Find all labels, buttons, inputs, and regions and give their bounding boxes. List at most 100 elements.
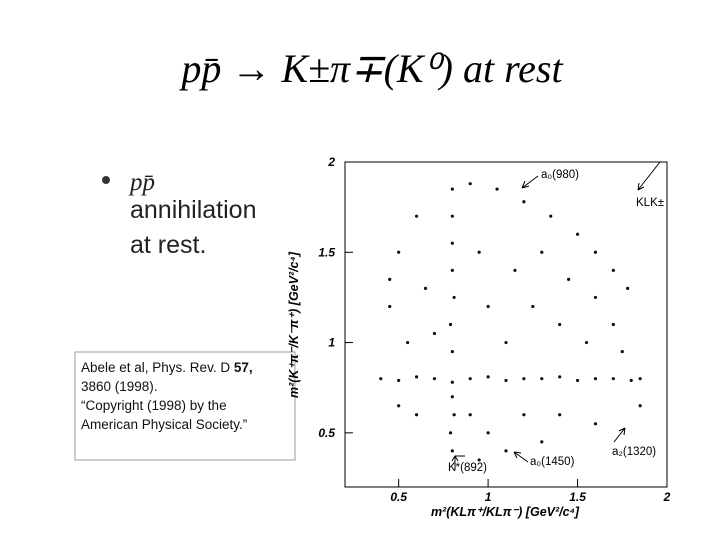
citation-copyright: “Copyright (1998) by the bbox=[81, 398, 227, 413]
point bbox=[584, 340, 589, 345]
point bbox=[468, 182, 472, 186]
point bbox=[522, 377, 526, 381]
citation-box bbox=[74, 351, 296, 461]
bullet-line: at rest. bbox=[130, 231, 206, 259]
point bbox=[414, 214, 419, 218]
bullet-line: annihilation bbox=[130, 196, 257, 224]
point bbox=[558, 413, 562, 417]
point bbox=[432, 377, 437, 381]
annotation: a₀(980) bbox=[541, 169, 579, 181]
point bbox=[638, 377, 642, 381]
annotation-arrow bbox=[521, 175, 539, 189]
point bbox=[450, 449, 454, 453]
point bbox=[468, 377, 472, 381]
point bbox=[540, 377, 544, 381]
point bbox=[388, 277, 392, 281]
x-tick-label: 2 bbox=[663, 490, 671, 504]
point bbox=[448, 431, 453, 435]
point bbox=[388, 304, 392, 309]
point bbox=[629, 378, 633, 383]
point bbox=[611, 322, 615, 327]
point bbox=[611, 268, 615, 272]
point bbox=[504, 340, 508, 345]
point bbox=[593, 422, 598, 426]
point bbox=[593, 377, 598, 381]
point bbox=[450, 214, 454, 218]
y-tick-label: 1.5 bbox=[318, 245, 335, 259]
point bbox=[406, 340, 410, 345]
annotation-arrow bbox=[451, 455, 465, 470]
point bbox=[397, 404, 401, 408]
x-tick-label: 1 bbox=[485, 490, 492, 504]
point bbox=[477, 458, 481, 462]
citation-volume: 57, bbox=[234, 360, 253, 375]
point bbox=[450, 241, 454, 245]
point bbox=[450, 395, 454, 399]
annotation: a₀(1450) bbox=[530, 456, 575, 468]
point bbox=[379, 377, 383, 381]
x-tick-label: 1.5 bbox=[569, 490, 586, 504]
point bbox=[558, 322, 562, 327]
point bbox=[575, 378, 580, 383]
annotation-arrow bbox=[637, 161, 661, 191]
point bbox=[450, 268, 454, 272]
point bbox=[540, 440, 544, 444]
point bbox=[638, 404, 642, 408]
point bbox=[495, 187, 499, 191]
point bbox=[486, 375, 490, 379]
point bbox=[549, 214, 553, 218]
y-tick-label: 0.5 bbox=[318, 426, 335, 440]
y-tick-label: 2 bbox=[327, 155, 335, 169]
annotation: K*(892) bbox=[448, 462, 487, 474]
point bbox=[486, 304, 490, 309]
point bbox=[504, 378, 508, 383]
point bbox=[611, 377, 615, 381]
point bbox=[620, 349, 624, 354]
point bbox=[522, 200, 526, 204]
point bbox=[626, 286, 630, 290]
point bbox=[540, 250, 544, 254]
point bbox=[522, 413, 526, 417]
point bbox=[531, 304, 535, 309]
citation-pages: 3860 (1998). bbox=[81, 379, 158, 394]
slide-title: pp̄ → K±π∓(K⁰) at rest bbox=[178, 46, 563, 91]
point bbox=[593, 250, 598, 254]
annotation-arrow bbox=[613, 427, 626, 443]
y-tick-label: 1 bbox=[328, 336, 335, 350]
point bbox=[558, 375, 562, 379]
y-axis-label: m²(K⁺π⁻/K⁻π⁺) [GeV²/c⁴] bbox=[287, 251, 301, 398]
point bbox=[477, 250, 481, 254]
point bbox=[432, 331, 437, 336]
point bbox=[504, 449, 508, 453]
citation-line: Abele et al, Phys. Rev. D 57, bbox=[81, 360, 253, 375]
point bbox=[448, 322, 453, 327]
point bbox=[468, 413, 472, 417]
annotation-arrow bbox=[513, 451, 529, 463]
bullet-particle: pp̄ bbox=[128, 169, 155, 196]
point bbox=[414, 375, 419, 379]
bullet-dot bbox=[102, 176, 110, 184]
point bbox=[450, 380, 454, 384]
plot: m²(KLπ⁺/KLπ⁻) [GeV²/c⁴] m²(K⁺π⁻/K⁻π⁺) [G… bbox=[287, 155, 671, 519]
point bbox=[397, 250, 401, 254]
point bbox=[486, 431, 490, 435]
point bbox=[414, 413, 419, 417]
point bbox=[452, 413, 456, 417]
citation-copyright: American Physical Society.” bbox=[81, 417, 247, 432]
annotation: KLK± bbox=[636, 197, 664, 209]
point bbox=[452, 295, 456, 300]
citation-authors: Abele et al, Phys. Rev. D bbox=[81, 360, 230, 375]
point bbox=[450, 349, 454, 354]
x-tick-label: 0.5 bbox=[390, 490, 407, 504]
x-axis-label: m²(KLπ⁺/KLπ⁻) [GeV²/c⁴] bbox=[431, 505, 580, 519]
annotation: a₂(1320) bbox=[612, 446, 656, 458]
point bbox=[567, 277, 571, 281]
plot-frame bbox=[344, 161, 668, 488]
point bbox=[593, 295, 598, 300]
point bbox=[450, 187, 454, 191]
point bbox=[513, 268, 517, 272]
point bbox=[397, 378, 401, 383]
point bbox=[575, 232, 580, 236]
point bbox=[423, 286, 428, 290]
